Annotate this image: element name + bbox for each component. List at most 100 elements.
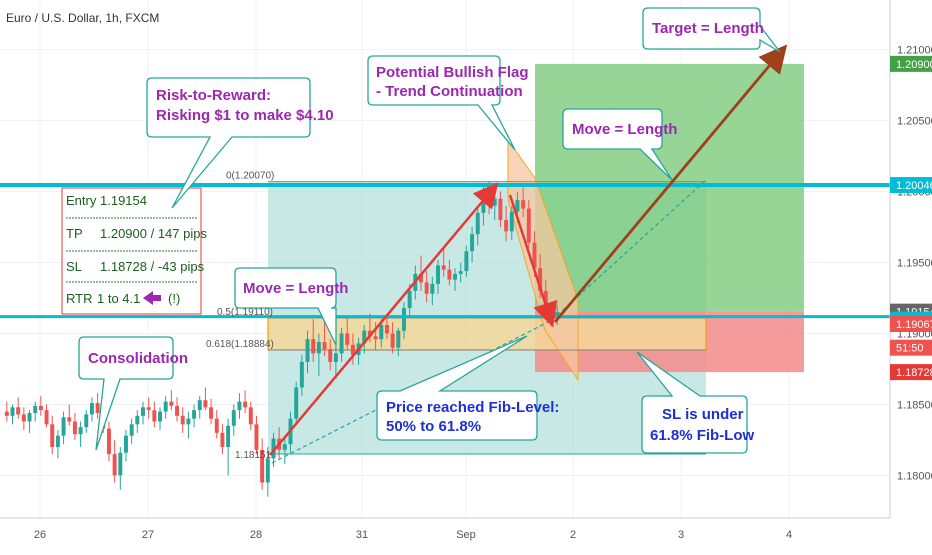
callout-bullish-flag: Potential Bullish Flag - Trend Continuat… — [367, 55, 529, 151]
candle-body — [10, 407, 15, 416]
candle-body — [123, 435, 128, 453]
price-tag — [890, 315, 932, 332]
candle-body — [163, 401, 168, 412]
candle-body — [106, 428, 111, 455]
candle-body — [129, 424, 134, 436]
flag-line1: Potential Bullish Flag — [376, 64, 529, 81]
sl-value: 1.18728 / -43 pips — [100, 259, 205, 274]
candle-body — [260, 449, 265, 483]
candle-body — [299, 361, 304, 388]
time-tick-label: 26 — [34, 529, 46, 541]
target-arrow — [553, 44, 788, 323]
bull-flag-zone — [507, 138, 579, 382]
tp-label: TP — [66, 226, 83, 241]
candle-body — [282, 444, 287, 450]
candle-body — [38, 405, 43, 411]
price-tick-label: 1.20500 — [897, 116, 932, 128]
candle-body — [384, 324, 389, 334]
price-tick-label: 1.18500 — [897, 399, 932, 411]
candle-body — [89, 403, 94, 415]
candle-body — [95, 403, 100, 413]
risk-reward-line1: Risk-to-Reward: — [156, 87, 271, 104]
candle-body — [509, 211, 514, 232]
price-axis — [890, 0, 932, 518]
price-tag — [890, 55, 932, 72]
candle-body — [419, 273, 423, 283]
candle-body — [441, 265, 446, 270]
candle-body — [311, 339, 316, 354]
rtr-value: 1 to 4.1 — [97, 291, 140, 306]
time-tick-label: 28 — [250, 529, 262, 541]
candle-body — [458, 271, 463, 274]
candle-body — [226, 425, 231, 448]
candle-body — [180, 415, 185, 425]
candle-body — [328, 349, 333, 362]
candle-body — [407, 290, 412, 308]
candle-body — [316, 342, 321, 354]
candle-body — [175, 405, 180, 416]
candle-body — [305, 339, 310, 362]
candle-body — [254, 424, 259, 450]
candle-body — [504, 219, 509, 232]
candle-body — [118, 452, 123, 476]
candle-body — [401, 307, 406, 331]
candle-body — [169, 401, 174, 406]
risk-reward-line2: Risking $1 to make $4.10 — [156, 107, 334, 124]
candle-body — [362, 330, 367, 344]
candle-body — [464, 251, 469, 272]
callout-target: Target = Length — [642, 7, 781, 53]
price-tag-label: 1.20046 — [896, 180, 932, 192]
candle-body — [203, 400, 208, 408]
candle-body — [271, 438, 276, 459]
consolidation-label: Consolidation — [88, 350, 188, 367]
callout-risk-reward: Risk-to-Reward: Risking $1 to make $4.10 — [146, 77, 334, 209]
price-tag-label: 1.19067 — [896, 319, 932, 331]
candle-body — [248, 407, 253, 425]
move-left-label: Move = Length — [243, 280, 348, 297]
time-axis — [0, 518, 932, 550]
chart-title: Euro / U.S. Dollar, 1h, FXCM — [6, 11, 159, 25]
candle-body — [367, 330, 372, 337]
candle-body — [453, 273, 458, 280]
flag-arrow — [508, 194, 558, 328]
candle-body — [72, 421, 77, 435]
callout-fib-level: Price reached Fib-Level: 50% to 61.8% — [376, 335, 559, 441]
candle-body — [158, 411, 163, 422]
candle-body — [390, 333, 395, 348]
candle-body — [243, 401, 248, 408]
impulse-arrow — [269, 182, 499, 456]
candle-body — [526, 208, 531, 243]
tp-value: 1.20900 / 147 pips — [100, 226, 207, 241]
fib-line2: 50% to 61.8% — [386, 418, 481, 435]
price-tag-label: 51:50 — [896, 343, 924, 355]
candle-body — [532, 242, 537, 269]
candle-body — [112, 454, 117, 476]
time-tick-label: 2 — [570, 529, 576, 541]
candle-body — [265, 458, 270, 483]
price-tag — [890, 177, 932, 194]
candle-body — [379, 324, 384, 340]
candle-body — [197, 400, 202, 411]
candle-body — [61, 417, 66, 436]
candle-body — [186, 418, 191, 425]
rtr-note: (!) — [168, 291, 180, 306]
candle-body — [492, 198, 497, 206]
sl-label: SL — [66, 259, 82, 274]
candle-body — [135, 415, 140, 425]
candle-body — [50, 424, 55, 448]
candle-body — [333, 353, 338, 362]
fib-line1: Price reached Fib-Level: — [386, 399, 559, 416]
fib-0-label: 0(1.20070) — [226, 171, 274, 182]
price-tick-label: 1.18000 — [897, 470, 932, 482]
candle-body — [33, 405, 38, 413]
left-arrow-icon — [143, 291, 161, 305]
fib-50-label: 0.5(1.19110) — [217, 307, 273, 318]
sl-line1: SL is under — [662, 406, 744, 423]
candle-body — [538, 268, 543, 291]
fib-100-label: 1.18151 — [235, 450, 272, 461]
candle-body — [424, 282, 429, 294]
fib-618-label: 0.618(1.18884) — [206, 339, 274, 350]
candle-body — [294, 387, 299, 419]
